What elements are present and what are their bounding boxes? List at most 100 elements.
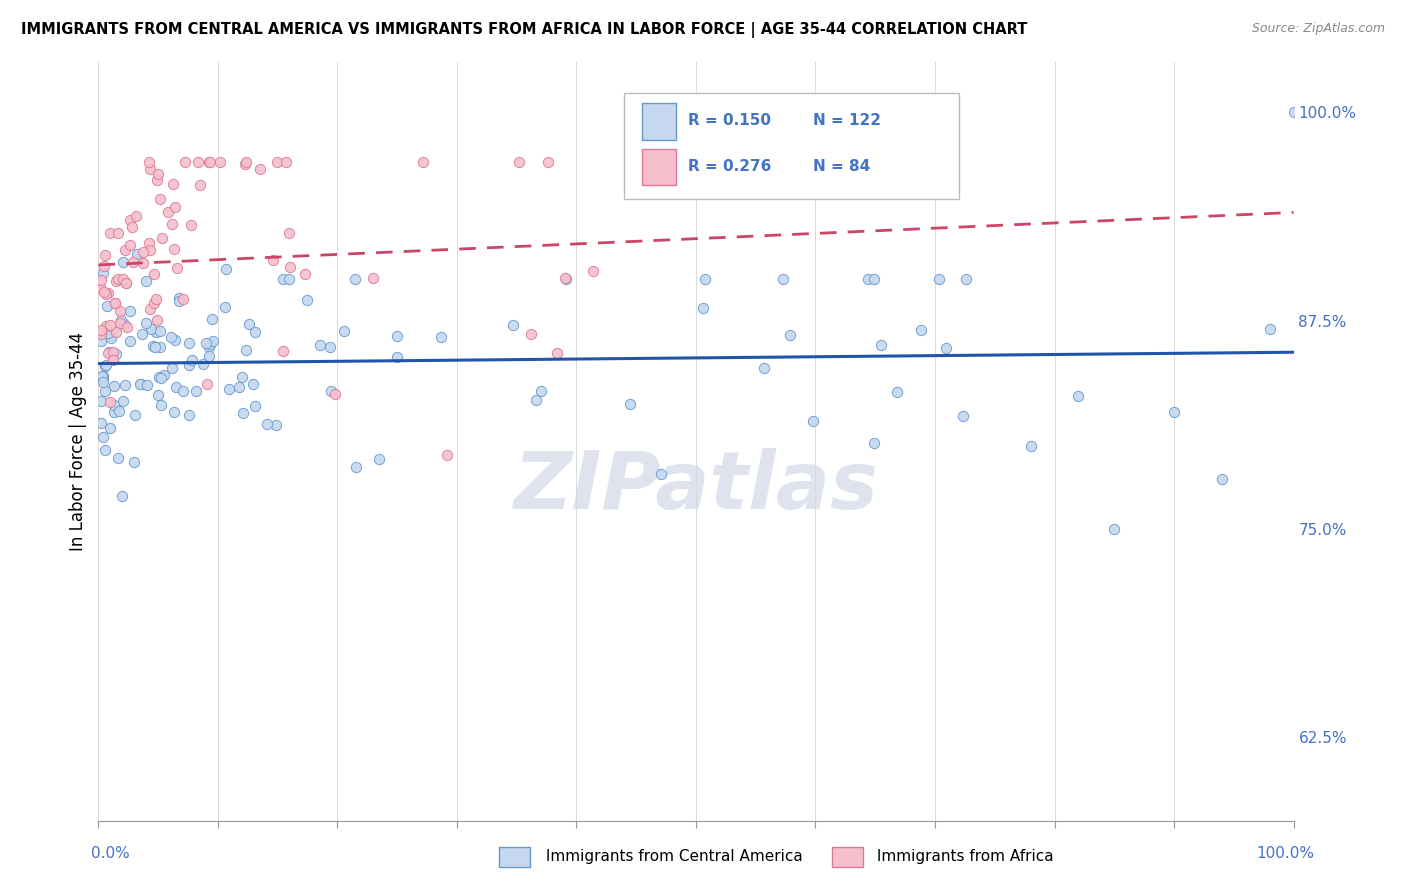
Point bbox=[271, 343, 294, 358]
Point bbox=[149, 370, 172, 384]
Point bbox=[131, 256, 153, 270]
Point bbox=[145, 292, 167, 306]
Point bbox=[142, 339, 165, 353]
Point bbox=[90, 394, 112, 409]
Point bbox=[308, 338, 330, 352]
Point bbox=[232, 406, 254, 420]
Text: R = 0.276: R = 0.276 bbox=[688, 159, 770, 174]
Point bbox=[508, 155, 530, 169]
Point bbox=[262, 252, 284, 267]
Point bbox=[98, 328, 121, 343]
Point bbox=[184, 384, 207, 399]
Point bbox=[385, 329, 408, 343]
Point bbox=[165, 380, 187, 394]
Point bbox=[103, 352, 125, 367]
Point bbox=[150, 231, 173, 245]
Point bbox=[201, 312, 224, 326]
Point bbox=[1067, 389, 1090, 403]
Point bbox=[180, 218, 202, 232]
Point bbox=[96, 287, 118, 301]
Point bbox=[319, 340, 342, 354]
Point bbox=[128, 377, 150, 392]
Point bbox=[436, 448, 458, 462]
Point bbox=[108, 316, 131, 330]
Point bbox=[98, 318, 121, 333]
Point bbox=[142, 295, 165, 310]
Point bbox=[264, 417, 287, 432]
Point bbox=[209, 155, 232, 169]
Point bbox=[107, 403, 129, 417]
Point bbox=[93, 371, 115, 385]
Point bbox=[619, 396, 641, 410]
Point bbox=[132, 245, 155, 260]
Point bbox=[524, 393, 547, 408]
Point bbox=[148, 193, 170, 207]
Point bbox=[110, 312, 132, 326]
Point bbox=[125, 210, 148, 224]
Y-axis label: In Labor Force | Age 35-44: In Labor Force | Age 35-44 bbox=[69, 332, 87, 551]
Point bbox=[135, 273, 157, 287]
Point bbox=[124, 408, 146, 422]
Point bbox=[187, 155, 209, 169]
Point bbox=[1104, 522, 1126, 536]
Point bbox=[163, 242, 186, 256]
Point bbox=[122, 454, 145, 468]
Point bbox=[93, 259, 115, 273]
Point bbox=[274, 155, 297, 169]
FancyBboxPatch shape bbox=[643, 149, 676, 186]
Text: IMMIGRANTS FROM CENTRAL AMERICA VS IMMIGRANTS FROM AFRICA IN LABOR FORCE | AGE 3: IMMIGRANTS FROM CENTRAL AMERICA VS IMMIG… bbox=[21, 22, 1028, 38]
Point bbox=[179, 336, 201, 351]
Point bbox=[650, 467, 672, 481]
FancyBboxPatch shape bbox=[624, 93, 959, 199]
Point bbox=[278, 260, 301, 274]
Point bbox=[114, 244, 136, 258]
Point bbox=[1211, 472, 1233, 486]
Point bbox=[90, 323, 112, 337]
Point bbox=[803, 414, 825, 428]
Point bbox=[197, 155, 219, 169]
Point bbox=[928, 272, 950, 286]
Point bbox=[118, 213, 141, 227]
Text: ZIPatlas: ZIPatlas bbox=[513, 448, 879, 526]
Point bbox=[90, 334, 112, 348]
Point bbox=[530, 384, 553, 398]
Point bbox=[582, 264, 605, 278]
Point bbox=[344, 272, 367, 286]
Point bbox=[368, 452, 391, 467]
Point bbox=[160, 329, 183, 343]
Point bbox=[201, 334, 224, 348]
Point bbox=[197, 350, 219, 364]
Point bbox=[91, 266, 114, 280]
Point bbox=[214, 300, 236, 314]
Point bbox=[238, 318, 260, 332]
Point bbox=[103, 296, 125, 310]
Point bbox=[91, 375, 114, 389]
Point bbox=[146, 388, 169, 402]
Point bbox=[172, 384, 194, 399]
Point bbox=[108, 303, 131, 318]
Point bbox=[111, 489, 134, 503]
Point bbox=[235, 155, 257, 169]
Point bbox=[412, 155, 434, 169]
Point bbox=[754, 360, 776, 375]
Point bbox=[100, 331, 122, 345]
Point bbox=[1163, 405, 1185, 419]
Point bbox=[93, 359, 115, 374]
Point bbox=[167, 293, 190, 308]
Point bbox=[429, 330, 451, 344]
Point bbox=[195, 376, 218, 391]
Point bbox=[537, 155, 560, 169]
Point bbox=[266, 155, 288, 169]
Point bbox=[193, 357, 215, 371]
Point bbox=[163, 200, 186, 214]
Point bbox=[692, 301, 714, 315]
Point bbox=[112, 272, 135, 286]
Point bbox=[249, 161, 271, 176]
Point bbox=[97, 345, 120, 359]
Point bbox=[278, 226, 301, 240]
Point bbox=[93, 430, 115, 444]
Point bbox=[361, 271, 384, 285]
Point bbox=[1019, 439, 1042, 453]
Text: Source: ZipAtlas.com: Source: ZipAtlas.com bbox=[1251, 22, 1385, 36]
Point bbox=[297, 293, 319, 307]
